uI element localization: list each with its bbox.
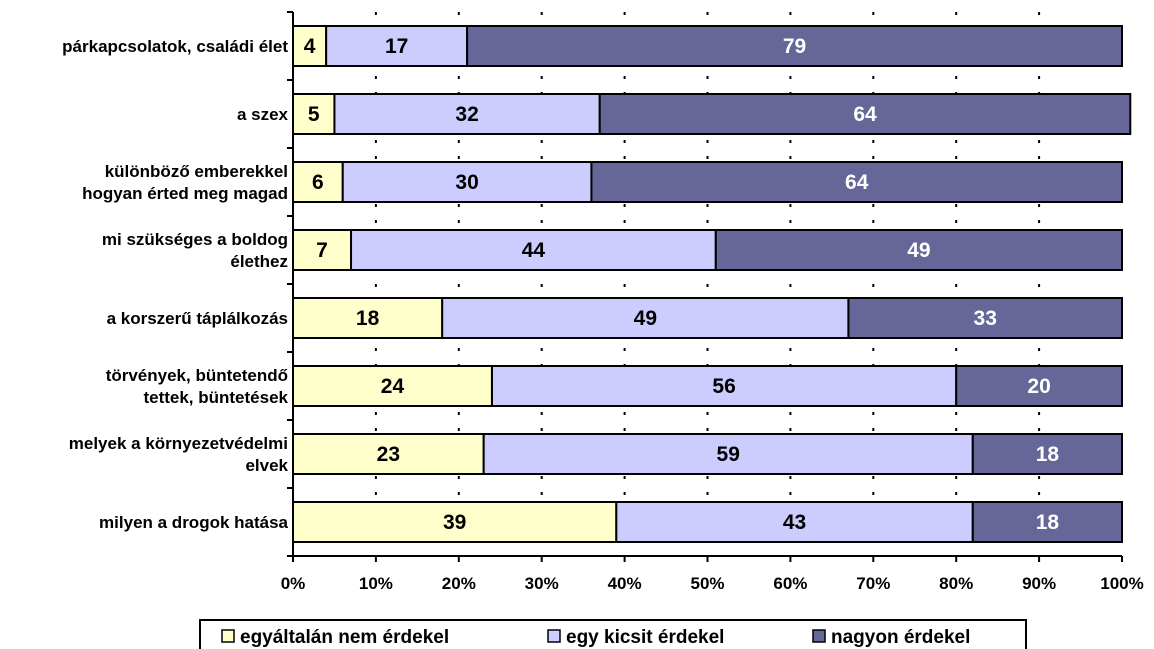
data-label: 56 (712, 375, 735, 398)
x-tick-label: 90% (1022, 574, 1056, 593)
category-label: melyek a környezetvédelmi (69, 434, 288, 453)
bar-segment-1-row-8 (292, 501, 618, 543)
legend-swatch (547, 629, 561, 643)
category-label: különböző emberekkel (105, 162, 288, 181)
data-label: 44 (522, 239, 546, 262)
x-tick-label: 70% (856, 574, 890, 593)
bar-segment-3-row-3 (590, 161, 1123, 203)
category-label: elvek (245, 456, 288, 475)
bar-segment-3-row-1 (466, 25, 1123, 67)
data-label: 49 (634, 307, 657, 330)
bar-segment-3-row-5 (847, 297, 1123, 339)
x-tick-label: 40% (608, 574, 642, 593)
data-label: 18 (1036, 443, 1060, 466)
data-label: 30 (455, 171, 478, 194)
x-tick-label: 20% (442, 574, 476, 593)
legend-swatch (812, 629, 826, 643)
bar-segment-2-row-3 (341, 161, 593, 203)
category-label: a szex (237, 105, 289, 124)
vertical-gridlines (374, 12, 1041, 556)
data-label: 18 (356, 307, 380, 330)
data-label: 49 (907, 239, 930, 262)
data-label: 4 (304, 35, 316, 58)
bar-segment-2-row-4 (350, 229, 717, 271)
bar-segment-3-row-8 (971, 501, 1124, 543)
data-label: 17 (385, 35, 408, 58)
category-label: élethez (230, 252, 288, 271)
data-label: 20 (1027, 375, 1050, 398)
bar-segment-2-row-8 (615, 501, 974, 543)
x-tick-label: 30% (525, 574, 559, 593)
data-label: 33 (974, 307, 997, 330)
data-label: 39 (443, 511, 466, 534)
x-tick-label: 0% (281, 574, 306, 593)
data-label: 5 (308, 103, 320, 126)
legend-entry: egyáltalán nem érdekel (240, 627, 449, 648)
bar-segment-2-row-2 (333, 93, 601, 135)
bar-segment-2-row-6 (490, 365, 958, 407)
x-tick-label: 10% (359, 574, 393, 593)
category-label: párkapcsolatok, családi élet (62, 37, 288, 56)
data-label: 59 (717, 443, 740, 466)
bar-segment-1-row-1 (292, 25, 328, 67)
category-label: a korszerű táplálkozás (107, 309, 288, 328)
category-label: törvények, büntetendő (106, 366, 288, 385)
bar-segment-3-row-2 (598, 93, 1132, 135)
data-label: 18 (1036, 511, 1060, 534)
bar-segment-2-row-1 (325, 25, 469, 67)
data-label: 79 (783, 35, 806, 58)
legend-swatch (221, 629, 235, 643)
legend-entry: egy kicsit érdekel (566, 627, 724, 648)
data-label: 43 (783, 511, 806, 534)
data-label: 24 (381, 375, 405, 398)
legend-box (199, 619, 1027, 649)
bar-segment-1-row-2 (292, 93, 336, 135)
bar-segment-2-row-5 (441, 297, 850, 339)
data-label: 64 (845, 171, 869, 194)
data-label: 7 (316, 239, 328, 262)
data-label: 23 (377, 443, 400, 466)
bar-segment-3-row-4 (714, 229, 1123, 271)
x-tick-label: 100% (1100, 574, 1143, 593)
category-label: mi szükséges a boldog (102, 230, 288, 249)
data-label: 32 (455, 103, 478, 126)
legend-entry: nagyon érdekel (831, 627, 970, 648)
category-label: milyen a drogok hatása (99, 513, 288, 532)
x-tick-label: 50% (690, 574, 724, 593)
bar-segment-3-row-7 (971, 433, 1124, 475)
bar-segment-3-row-6 (955, 365, 1124, 407)
category-label: hogyan érted meg magad (82, 184, 288, 203)
x-tick-label: 80% (939, 574, 973, 593)
data-label: 6 (312, 171, 324, 194)
category-label: tettek, büntetések (143, 388, 288, 407)
x-tick-label: 60% (773, 574, 807, 593)
data-label: 64 (853, 103, 877, 126)
